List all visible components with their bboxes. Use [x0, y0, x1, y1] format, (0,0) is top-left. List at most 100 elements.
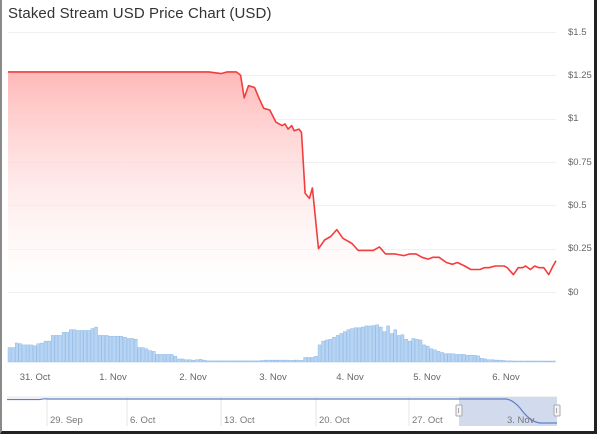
volume-bar — [552, 360, 556, 363]
volume-bar — [76, 330, 80, 363]
volume-bar — [289, 360, 293, 363]
navigator-line — [7, 398, 557, 424]
volume-bar — [58, 335, 62, 363]
volume-bar — [397, 335, 401, 363]
volume-bar — [411, 338, 416, 363]
volume-bar — [346, 329, 351, 363]
volume-bar — [393, 329, 397, 363]
volume-bar — [43, 340, 48, 363]
volume-bar — [328, 339, 333, 363]
navigator-selection[interactable] — [459, 397, 557, 426]
volume-bar — [11, 347, 15, 363]
volume-bar — [519, 360, 524, 363]
volume-bar — [530, 360, 534, 363]
volume-bar — [386, 325, 390, 363]
volume-bar — [159, 354, 163, 363]
volume-bar — [256, 360, 260, 363]
volume-bar — [33, 345, 37, 363]
volume-bar — [252, 360, 257, 363]
volume-bar — [260, 360, 264, 363]
volume-bar — [379, 326, 383, 363]
y-label: $1 — [568, 113, 579, 124]
volume-bar — [422, 344, 426, 363]
volume-bar — [123, 337, 127, 363]
volume-bar — [368, 325, 372, 363]
volume-bar — [105, 335, 109, 363]
volume-bar — [321, 340, 325, 363]
volume-bar — [404, 339, 408, 363]
navigator-label: 29. Sep — [50, 415, 83, 426]
volume-bar — [544, 360, 549, 363]
volume-bar — [339, 333, 343, 363]
navigator[interactable]: 29. Sep 6. Oct 13. Oct 20. Oct 27. Oct 3… — [7, 396, 561, 426]
y-axis-labels: $1.5 $1.25 $1 $0.75 $0.5 $0.25 $0 — [568, 27, 592, 298]
volume-bar — [126, 338, 131, 363]
volume-bar — [296, 359, 300, 363]
volume-bar — [108, 335, 113, 363]
volume-bar — [278, 359, 282, 363]
volume-bar — [332, 337, 336, 363]
volume-bar — [180, 358, 185, 363]
navigator-label: 3. Nov — [507, 415, 535, 426]
volume-bar — [281, 359, 286, 363]
volume-bar — [371, 325, 376, 363]
volume-bar — [242, 360, 246, 363]
volume-bar — [498, 359, 502, 363]
volume-bar — [357, 327, 361, 363]
x-label: 1. Nov — [99, 372, 127, 383]
volume-bar — [213, 360, 217, 363]
volume-bar — [303, 357, 307, 363]
volume-bar — [234, 360, 239, 363]
volume-bar — [505, 360, 509, 363]
x-label: 4. Nov — [336, 372, 364, 383]
volume-bar — [249, 360, 253, 363]
volume-bar — [238, 360, 242, 363]
volume-bar — [36, 343, 41, 363]
volume-bar — [469, 354, 473, 363]
volume-bar — [144, 348, 149, 363]
volume-bar — [18, 343, 23, 363]
x-label: 5. Nov — [413, 372, 441, 383]
x-axis-labels: 31. Oct 1. Nov 2. Nov 3. Nov 4. Nov 5. N… — [20, 372, 520, 383]
volume-bar — [22, 344, 26, 363]
volume-bar — [487, 359, 491, 363]
volume-bar — [166, 354, 170, 363]
volume-bar — [444, 353, 448, 363]
volume-bar — [490, 359, 495, 363]
volume-bar — [314, 356, 318, 363]
volume-bar — [364, 325, 369, 363]
chart-title: Staked Stream USD Price Chart (USD) — [8, 5, 272, 22]
volume-bar — [440, 352, 444, 363]
volume-bar — [231, 360, 235, 363]
volume-bar — [224, 360, 228, 363]
volume-bar — [494, 359, 498, 363]
price-line[interactable] — [8, 71, 557, 276]
volume-bar — [285, 359, 289, 363]
volume-bar — [198, 359, 203, 363]
volume-bar — [206, 360, 210, 363]
volume-bar — [292, 359, 297, 363]
volume-bar — [523, 360, 527, 363]
volume-bar — [184, 359, 188, 363]
volume-bar — [375, 324, 379, 363]
volume-bar — [361, 326, 365, 363]
y-label: $1.5 — [568, 27, 587, 38]
volume-bar — [47, 340, 51, 363]
volume-bar — [483, 358, 488, 363]
volume-bar — [270, 359, 275, 363]
volume-bar — [526, 360, 531, 363]
volume-bar — [447, 353, 452, 363]
volume-bar — [133, 339, 138, 363]
x-label: 3. Nov — [259, 372, 287, 383]
volume-bars — [7, 324, 556, 363]
volume-bar — [177, 358, 181, 363]
volume-bar — [537, 360, 542, 363]
volume-bar — [335, 335, 340, 363]
y-label: $1.25 — [568, 70, 592, 81]
volume-bar — [512, 360, 516, 363]
volume-bar — [83, 330, 87, 363]
volume-bar — [69, 329, 73, 363]
volume-bar — [389, 333, 394, 363]
volume-bar — [155, 354, 160, 363]
